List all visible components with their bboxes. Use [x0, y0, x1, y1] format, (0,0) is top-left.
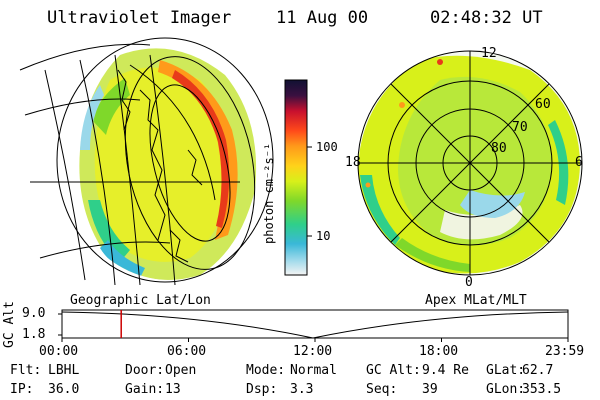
apex-polar-view — [357, 50, 583, 276]
status-key: Door: — [125, 363, 165, 378]
altitude-x-tick-4: 23:59 — [545, 344, 585, 359]
colorbar-tick-10: 10 — [316, 229, 331, 243]
altitude-x-tick-0: 00:00 — [39, 344, 79, 359]
status-key: IP: — [10, 382, 34, 397]
status-value: 39 — [422, 382, 438, 397]
status-value: 9.4 Re — [422, 363, 469, 378]
status-key: GC Alt: — [366, 363, 421, 378]
status-value: 13 — [165, 382, 181, 397]
altitude-x-tick-2: 12:00 — [293, 344, 333, 359]
lat-lon-grid — [19, 37, 274, 286]
status-key: Flt: — [10, 363, 42, 378]
mlat-label-80: 80 — [491, 141, 507, 156]
status-key: GLon: — [486, 382, 526, 397]
aurora-image-geographic — [79, 48, 257, 280]
status-value: 353.5 — [522, 382, 562, 397]
mlt-label-0: 0 — [465, 275, 473, 290]
mlat-mlt-grid — [357, 50, 583, 276]
colorbar-unit-label: photon cm⁻²s⁻¹ — [262, 142, 276, 244]
status-key: GLat: — [486, 363, 526, 378]
mlat-label-70: 70 — [512, 120, 528, 135]
mlt-label-12: 12 — [481, 46, 497, 61]
altitude-y-tick-low: 1.8 — [22, 327, 46, 342]
altitude-y-tick-high: 9.0 — [22, 306, 46, 321]
colorbar-tick-100: 100 — [316, 140, 338, 154]
status-value: Open — [165, 363, 197, 378]
mlt-label-6: 6 — [575, 155, 583, 170]
status-value: Normal — [290, 363, 337, 378]
altitude-x-tick-1: 06:00 — [167, 344, 207, 359]
mlat-label-60: 60 — [535, 97, 551, 112]
status-value: 36.0 — [48, 382, 80, 397]
altitude-x-tick-3: 18:00 — [419, 344, 459, 359]
observation-date: 11 Aug 00 — [276, 8, 369, 28]
status-value: 3.3 — [290, 382, 314, 397]
geographic-view — [19, 37, 274, 286]
status-key: Seq: — [366, 382, 398, 397]
altitude-axis-title: GC Alt — [2, 301, 17, 348]
status-value: 62.7 — [522, 363, 554, 378]
apex-view-label: Apex MLat/MLT — [425, 293, 527, 308]
altitude-x-ticks — [61, 338, 569, 342]
status-value: LBHL — [48, 363, 80, 378]
mlt-label-18: 18 — [345, 155, 361, 170]
intensity-colorbar — [284, 79, 312, 276]
geographic-view-label: Geographic Lat/Lon — [70, 293, 211, 308]
instrument-title: Ultraviolet Imager — [47, 8, 232, 28]
status-key: Gain: — [125, 382, 165, 397]
status-key: Mode: — [246, 363, 286, 378]
status-key: Dsp: — [246, 382, 278, 397]
altitude-plot — [58, 309, 569, 342]
observation-time: 02:48:32 UT — [430, 8, 543, 28]
